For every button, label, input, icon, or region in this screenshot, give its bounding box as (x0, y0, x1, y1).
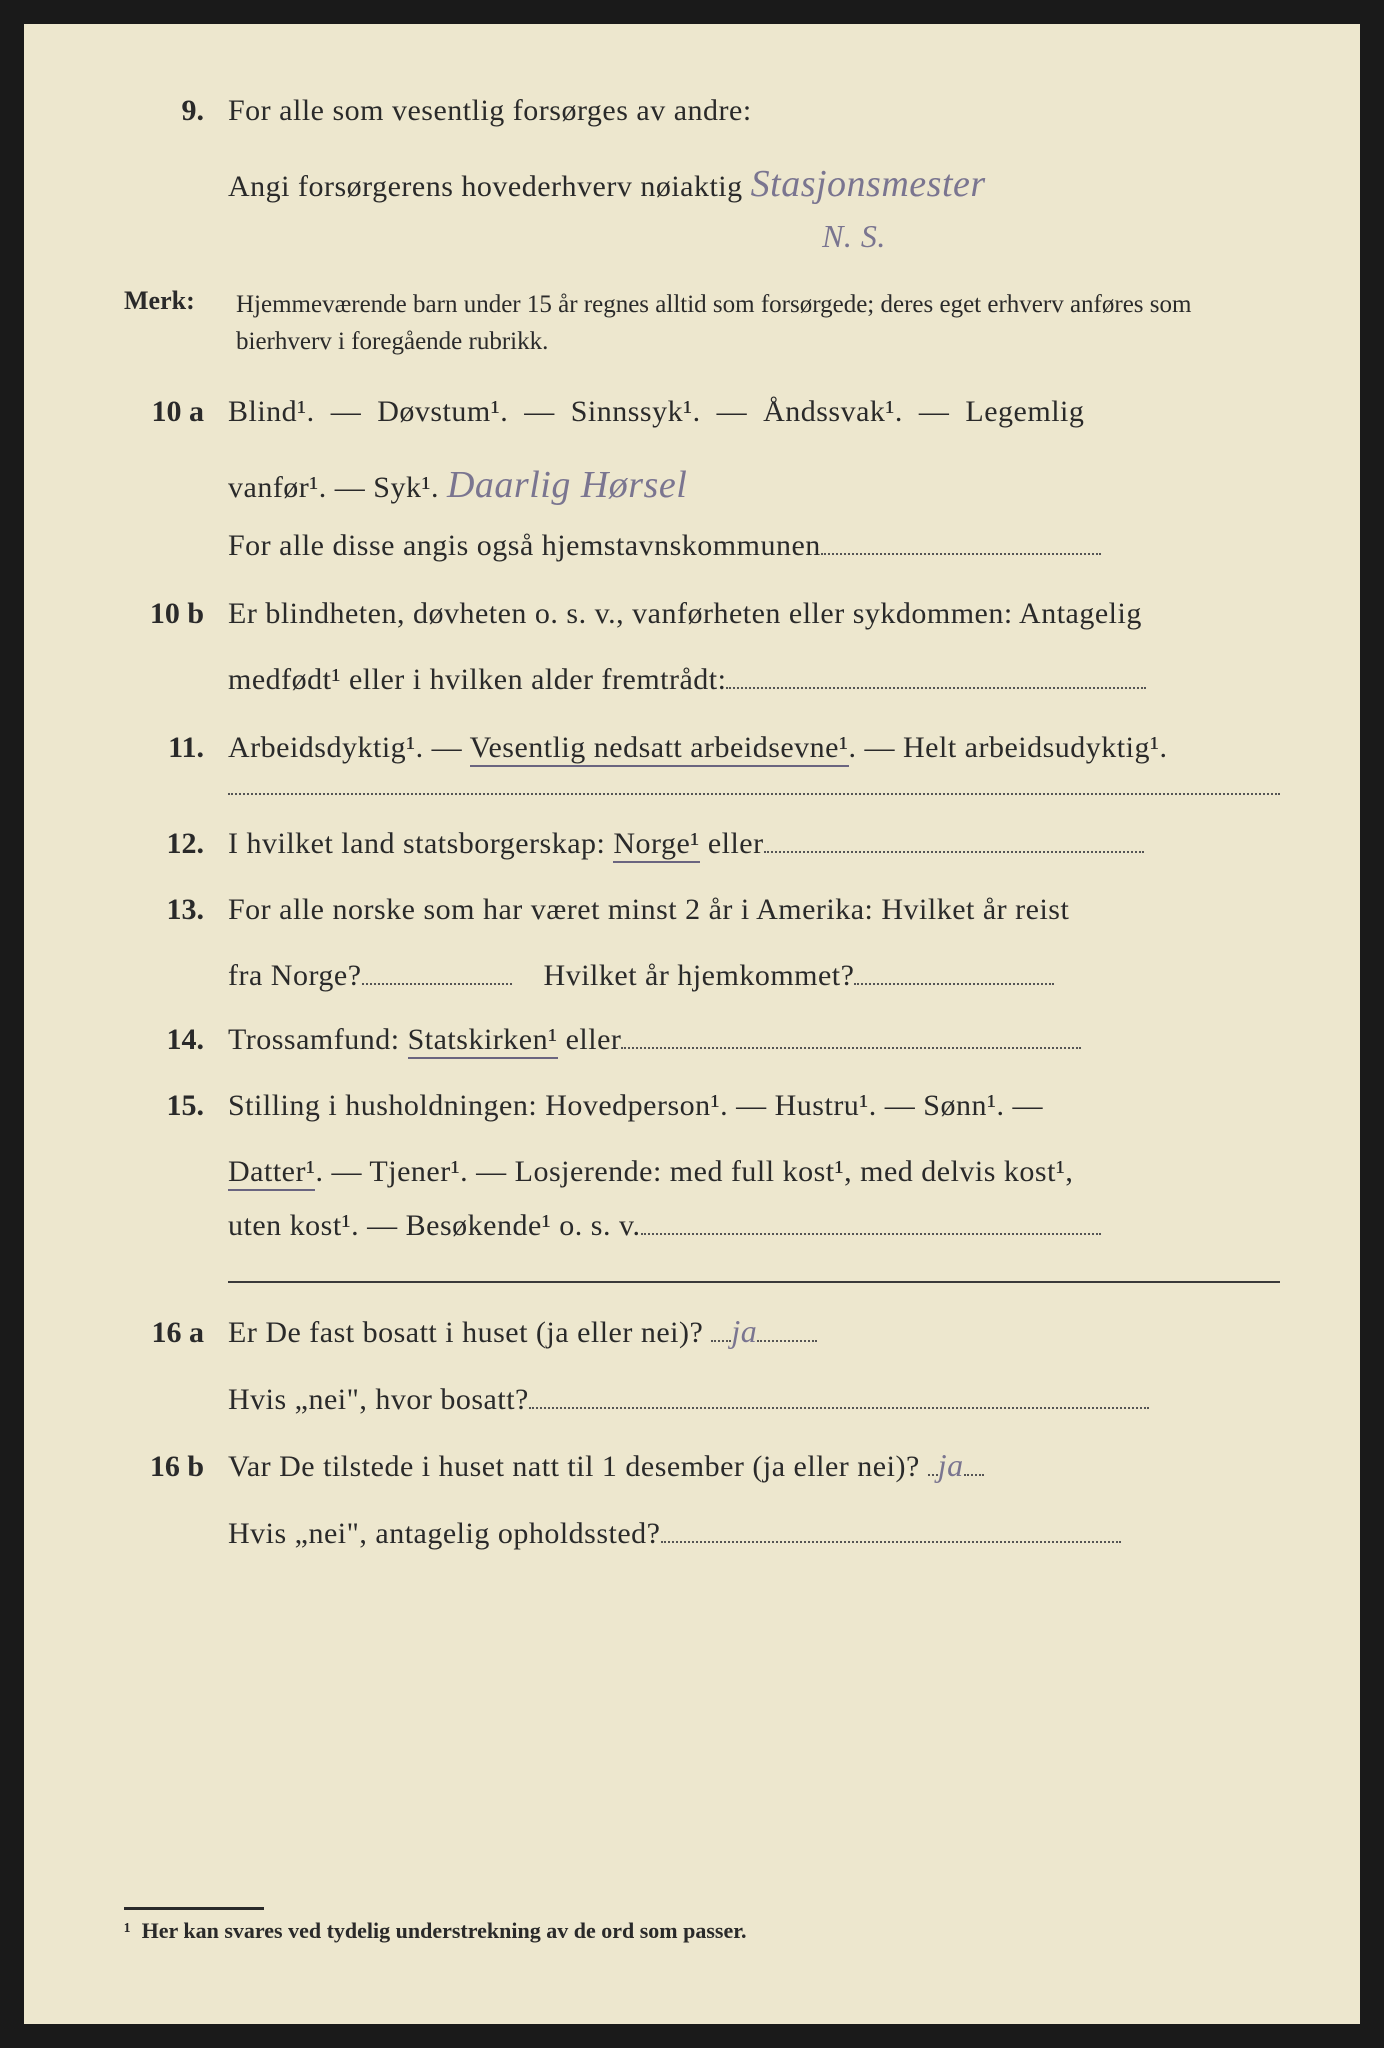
q9-line1: 9. For alle som vesentlig forsørges av a… (124, 84, 1280, 138)
q10b-line2: medfødt¹ eller i hvilken alder fremtrådt… (228, 653, 1280, 707)
q10a-line1: 10 a Blind¹. — Døvstum¹. — Sinnssyk¹. — … (124, 385, 1280, 439)
q15-underlined: Datter¹ (228, 1155, 315, 1191)
q16b-line1: 16 b Var De tilstede i huset natt til 1 … (124, 1437, 1280, 1495)
q14-text: Trossamfund: Statskirken¹ eller (228, 1013, 1280, 1067)
q13-text1: For alle norske som har været minst 2 år… (228, 883, 1280, 937)
q12-num: 12. (124, 817, 228, 871)
q10b-line1: 10 b Er blindheten, døvheten o. s. v., v… (124, 587, 1280, 641)
q16b-q: Var De tilstede i huset natt til 1 desem… (228, 1450, 920, 1483)
q10a-handwriting: Daarlig Hørsel (447, 451, 687, 519)
q13-num: 13. (124, 883, 228, 937)
q16a-line1: 16 a Er De fast bosatt i huset (ja eller… (124, 1303, 1280, 1361)
document-page: 9. For alle som vesentlig forsørges av a… (24, 24, 1360, 2024)
q14: 14. Trossamfund: Statskirken¹ eller (124, 1013, 1280, 1067)
q10a-options: Blind¹. — Døvstum¹. — Sinnssyk¹. — Åndss… (228, 385, 1280, 439)
q12: 12. I hvilket land statsborgerskap: Norg… (124, 817, 1280, 871)
q10b-text1: Er blindheten, døvheten o. s. v., vanfør… (228, 587, 1280, 641)
q11: 11. Arbeidsdyktig¹. — Vesentlig nedsatt … (124, 721, 1280, 775)
q16a-text2: Hvis „nei", hvor bosatt? (228, 1383, 529, 1416)
q15-line2: Datter¹. — Tjener¹. — Losjerende: med fu… (228, 1145, 1280, 1199)
q11-underlined: Vesentlig nedsatt arbeidsevne¹ (470, 731, 849, 767)
q15-line3: uten kost¹. — Besøkende¹ o. s. v. (228, 1199, 1280, 1253)
q15-text2: . — Tjener¹. — Losjerende: med full kost… (315, 1155, 1073, 1188)
q11-blank (228, 793, 1280, 795)
q10b-num: 10 b (124, 587, 228, 641)
q13-line2: fra Norge? Hvilket år hjemkommet? (228, 949, 1280, 1003)
q16b-text2: Hvis „nei", antagelig opholdssted? (228, 1517, 661, 1550)
footnote-rule (124, 1907, 264, 1910)
footnote-area: ¹ Her kan svares ved tydelig understrekn… (124, 1907, 1280, 1944)
q15-text3: uten kost¹. — Besøkende¹ o. s. v. (228, 1209, 641, 1242)
q11-text: Arbeidsdyktig¹. — Vesentlig nedsatt arbe… (228, 721, 1280, 775)
q14-pre: Trossamfund: (228, 1023, 408, 1056)
q16a-text1: Er De fast bosatt i huset (ja eller nei)… (228, 1303, 1280, 1361)
merk-label: Merk: (124, 286, 236, 316)
q16a-q: Er De fast bosatt i huset (ja eller nei)… (228, 1316, 703, 1349)
q10b-text2: medfødt¹ eller i hvilken alder fremtrådt… (228, 663, 726, 696)
q11-post: . — Helt arbeidsudyktig¹. (849, 731, 1168, 764)
footnote: ¹ Her kan svares ved tydelig understrekn… (124, 1918, 1280, 1944)
opt-andssvak: Åndssvak¹. (763, 395, 903, 428)
q12-text: I hvilket land statsborgerskap: Norge¹ e… (228, 817, 1280, 871)
opt-sinnssyk: Sinnssyk¹. (571, 395, 701, 428)
q10a-line3: For alle disse angis også hjemstavnskomm… (228, 519, 1280, 573)
q14-underlined: Statskirken¹ (408, 1023, 558, 1059)
q14-num: 14. (124, 1013, 228, 1067)
q9-text1: For alle som vesentlig forsørges av andr… (228, 84, 1280, 138)
opt-dovstum: Døvstum¹. (377, 395, 508, 428)
opt-legemlig: Legemlig (965, 395, 1084, 428)
q10a-text3: For alle disse angis også hjemstavnskomm… (228, 529, 821, 562)
q12-underlined: Norge¹ (613, 827, 699, 863)
opt-blind: Blind¹. (228, 395, 315, 428)
merk-text: Hjemmeværende barn under 15 år regnes al… (236, 286, 1280, 361)
q16b-line2: Hvis „nei", antagelig opholdssted? (228, 1507, 1280, 1561)
footnote-text: Her kan svares ved tydelig understreknin… (142, 1918, 747, 1943)
q14-post: eller (558, 1023, 622, 1056)
divider-rule (228, 1281, 1280, 1283)
q15-line1: 15. Stilling i husholdningen: Hovedperso… (124, 1079, 1280, 1133)
q16b-num: 16 b (124, 1440, 228, 1494)
q15-num: 15. (124, 1079, 228, 1133)
q13-line1: 13. For alle norske som har været minst … (124, 883, 1280, 937)
q16b-handwriting: ja (938, 1437, 964, 1495)
q10a-num: 10 a (124, 385, 228, 439)
q9-text2: Angi forsørgerens hovederhverv nøiaktig (228, 170, 743, 203)
q16b-text1: Var De tilstede i huset natt til 1 desem… (228, 1437, 1280, 1495)
merk-note: Merk: Hjemmeværende barn under 15 år reg… (124, 286, 1280, 361)
q16a-num: 16 a (124, 1306, 228, 1360)
q13-text2a: fra Norge? (228, 959, 362, 992)
q16a-handwriting: ja (731, 1303, 757, 1361)
q9-handwriting-2: N. S. (822, 208, 886, 266)
q12-pre: I hvilket land statsborgerskap: (228, 827, 613, 860)
q10a-text2: vanfør¹. — Syk¹. (228, 471, 439, 504)
q16a-line2: Hvis „nei", hvor bosatt? (228, 1373, 1280, 1427)
q13-text2b: Hvilket år hjemkommet? (544, 959, 855, 992)
footnote-marker: ¹ (124, 1918, 131, 1943)
q9-num: 9. (124, 84, 228, 138)
q11-num: 11. (124, 721, 228, 775)
q15-text1: Stilling i husholdningen: Hovedperson¹. … (228, 1079, 1280, 1133)
q11-pre: Arbeidsdyktig¹. — (228, 731, 470, 764)
q12-post: eller (700, 827, 764, 860)
q10a-line2: vanfør¹. — Syk¹. Daarlig Hørsel (228, 451, 1280, 519)
